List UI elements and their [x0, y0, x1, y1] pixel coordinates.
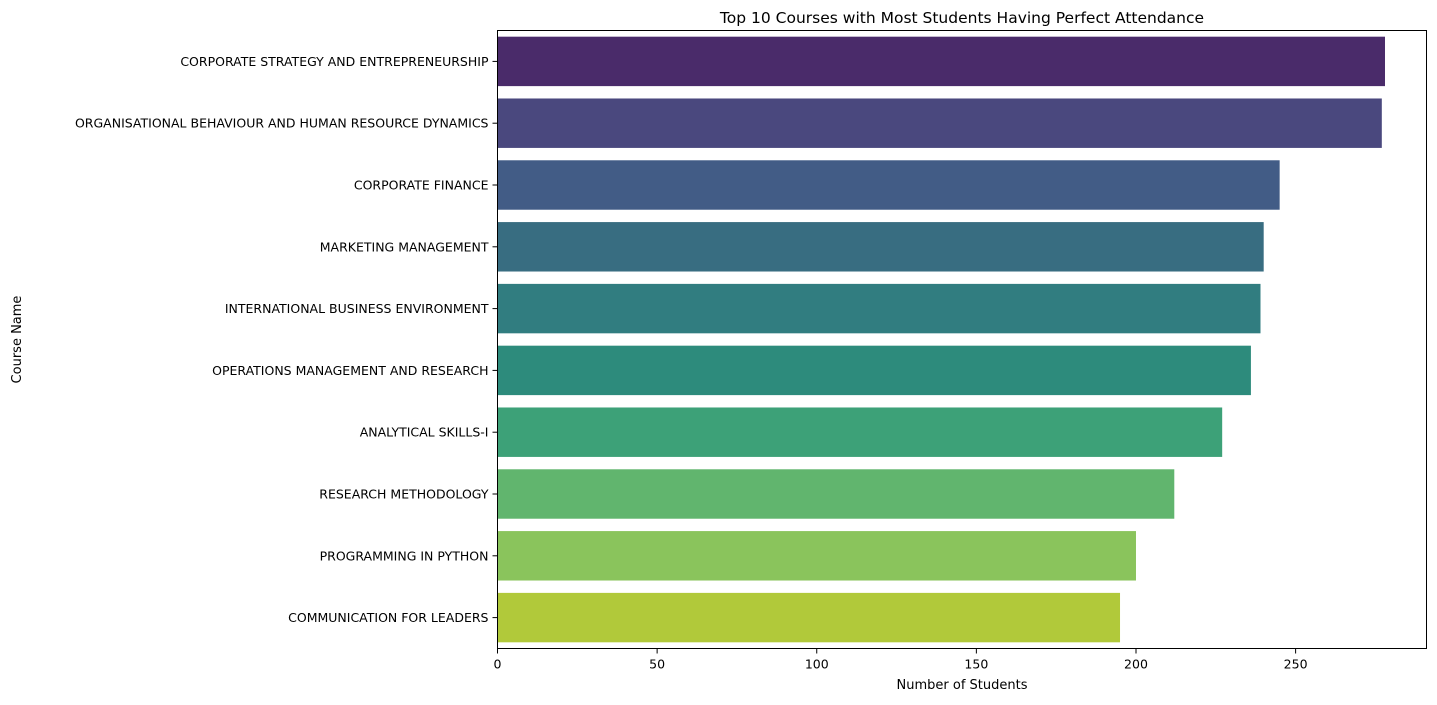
bar — [497, 407, 1223, 457]
y-tick-label: MARKETING MANAGEMENT — [320, 239, 489, 254]
y-tick-label: PROGRAMMING IN PYTHON — [320, 548, 489, 563]
bar — [497, 345, 1251, 396]
y-tick-label: COMMUNICATION FOR LEADERS — [288, 610, 488, 625]
bar — [497, 98, 1382, 148]
x-tick-label: 200 — [1124, 657, 1148, 672]
bar — [497, 592, 1121, 643]
bars-layer — [497, 36, 1385, 643]
x-tick-label: 250 — [1284, 657, 1308, 672]
category-labels: CORPORATE STRATEGY AND ENTREPRENEURSHIP O… — [75, 54, 498, 625]
y-tick-label: CORPORATE STRATEGY AND ENTREPRENEURSHIP — [180, 54, 489, 69]
x-tick-label: 0 — [494, 657, 502, 672]
bar — [497, 160, 1280, 210]
x-axis-ticks: 0 50 100 150 200 250 — [494, 648, 1308, 672]
y-tick-label: OPERATIONS MANAGEMENT AND RESEARCH — [212, 363, 488, 378]
y-tick-label: CORPORATE FINANCE — [354, 178, 489, 193]
bar — [497, 531, 1136, 581]
bar — [497, 283, 1261, 334]
y-tick-label: ORGANISATIONAL BEHAVIOUR AND HUMAN RESOU… — [75, 116, 489, 131]
y-tick-label: ANALYTICAL SKILLS-I — [360, 425, 489, 440]
bar — [497, 469, 1175, 519]
bar — [497, 36, 1385, 87]
bar — [497, 222, 1264, 272]
y-tick-label: INTERNATIONAL BUSINESS ENVIRONMENT — [225, 301, 489, 316]
chart-title: Top 10 Courses with Most Students Having… — [719, 9, 1204, 27]
y-tick-label: RESEARCH METHODOLOGY — [319, 487, 489, 502]
x-tick-label: 150 — [964, 657, 988, 672]
x-tick-label: 100 — [805, 657, 829, 672]
x-axis-label: Number of Students — [897, 678, 1028, 693]
y-axis-label: Course Name — [10, 296, 25, 384]
plot-frame — [497, 30, 1427, 649]
x-tick-label: 50 — [649, 657, 665, 672]
